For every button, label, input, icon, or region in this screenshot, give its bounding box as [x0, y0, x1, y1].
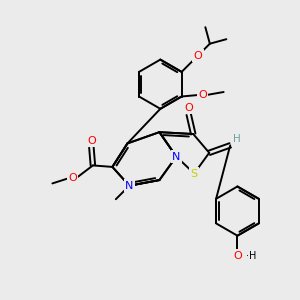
Text: O: O	[87, 136, 96, 146]
Text: S: S	[190, 169, 198, 178]
Text: O: O	[184, 103, 193, 113]
Text: N: N	[172, 152, 181, 162]
Text: O: O	[194, 51, 202, 61]
Text: ·H: ·H	[246, 251, 256, 261]
Text: O: O	[233, 251, 242, 261]
Text: O: O	[198, 90, 207, 100]
Text: H: H	[233, 134, 241, 144]
Text: O: O	[68, 173, 77, 183]
Text: N: N	[125, 181, 134, 191]
